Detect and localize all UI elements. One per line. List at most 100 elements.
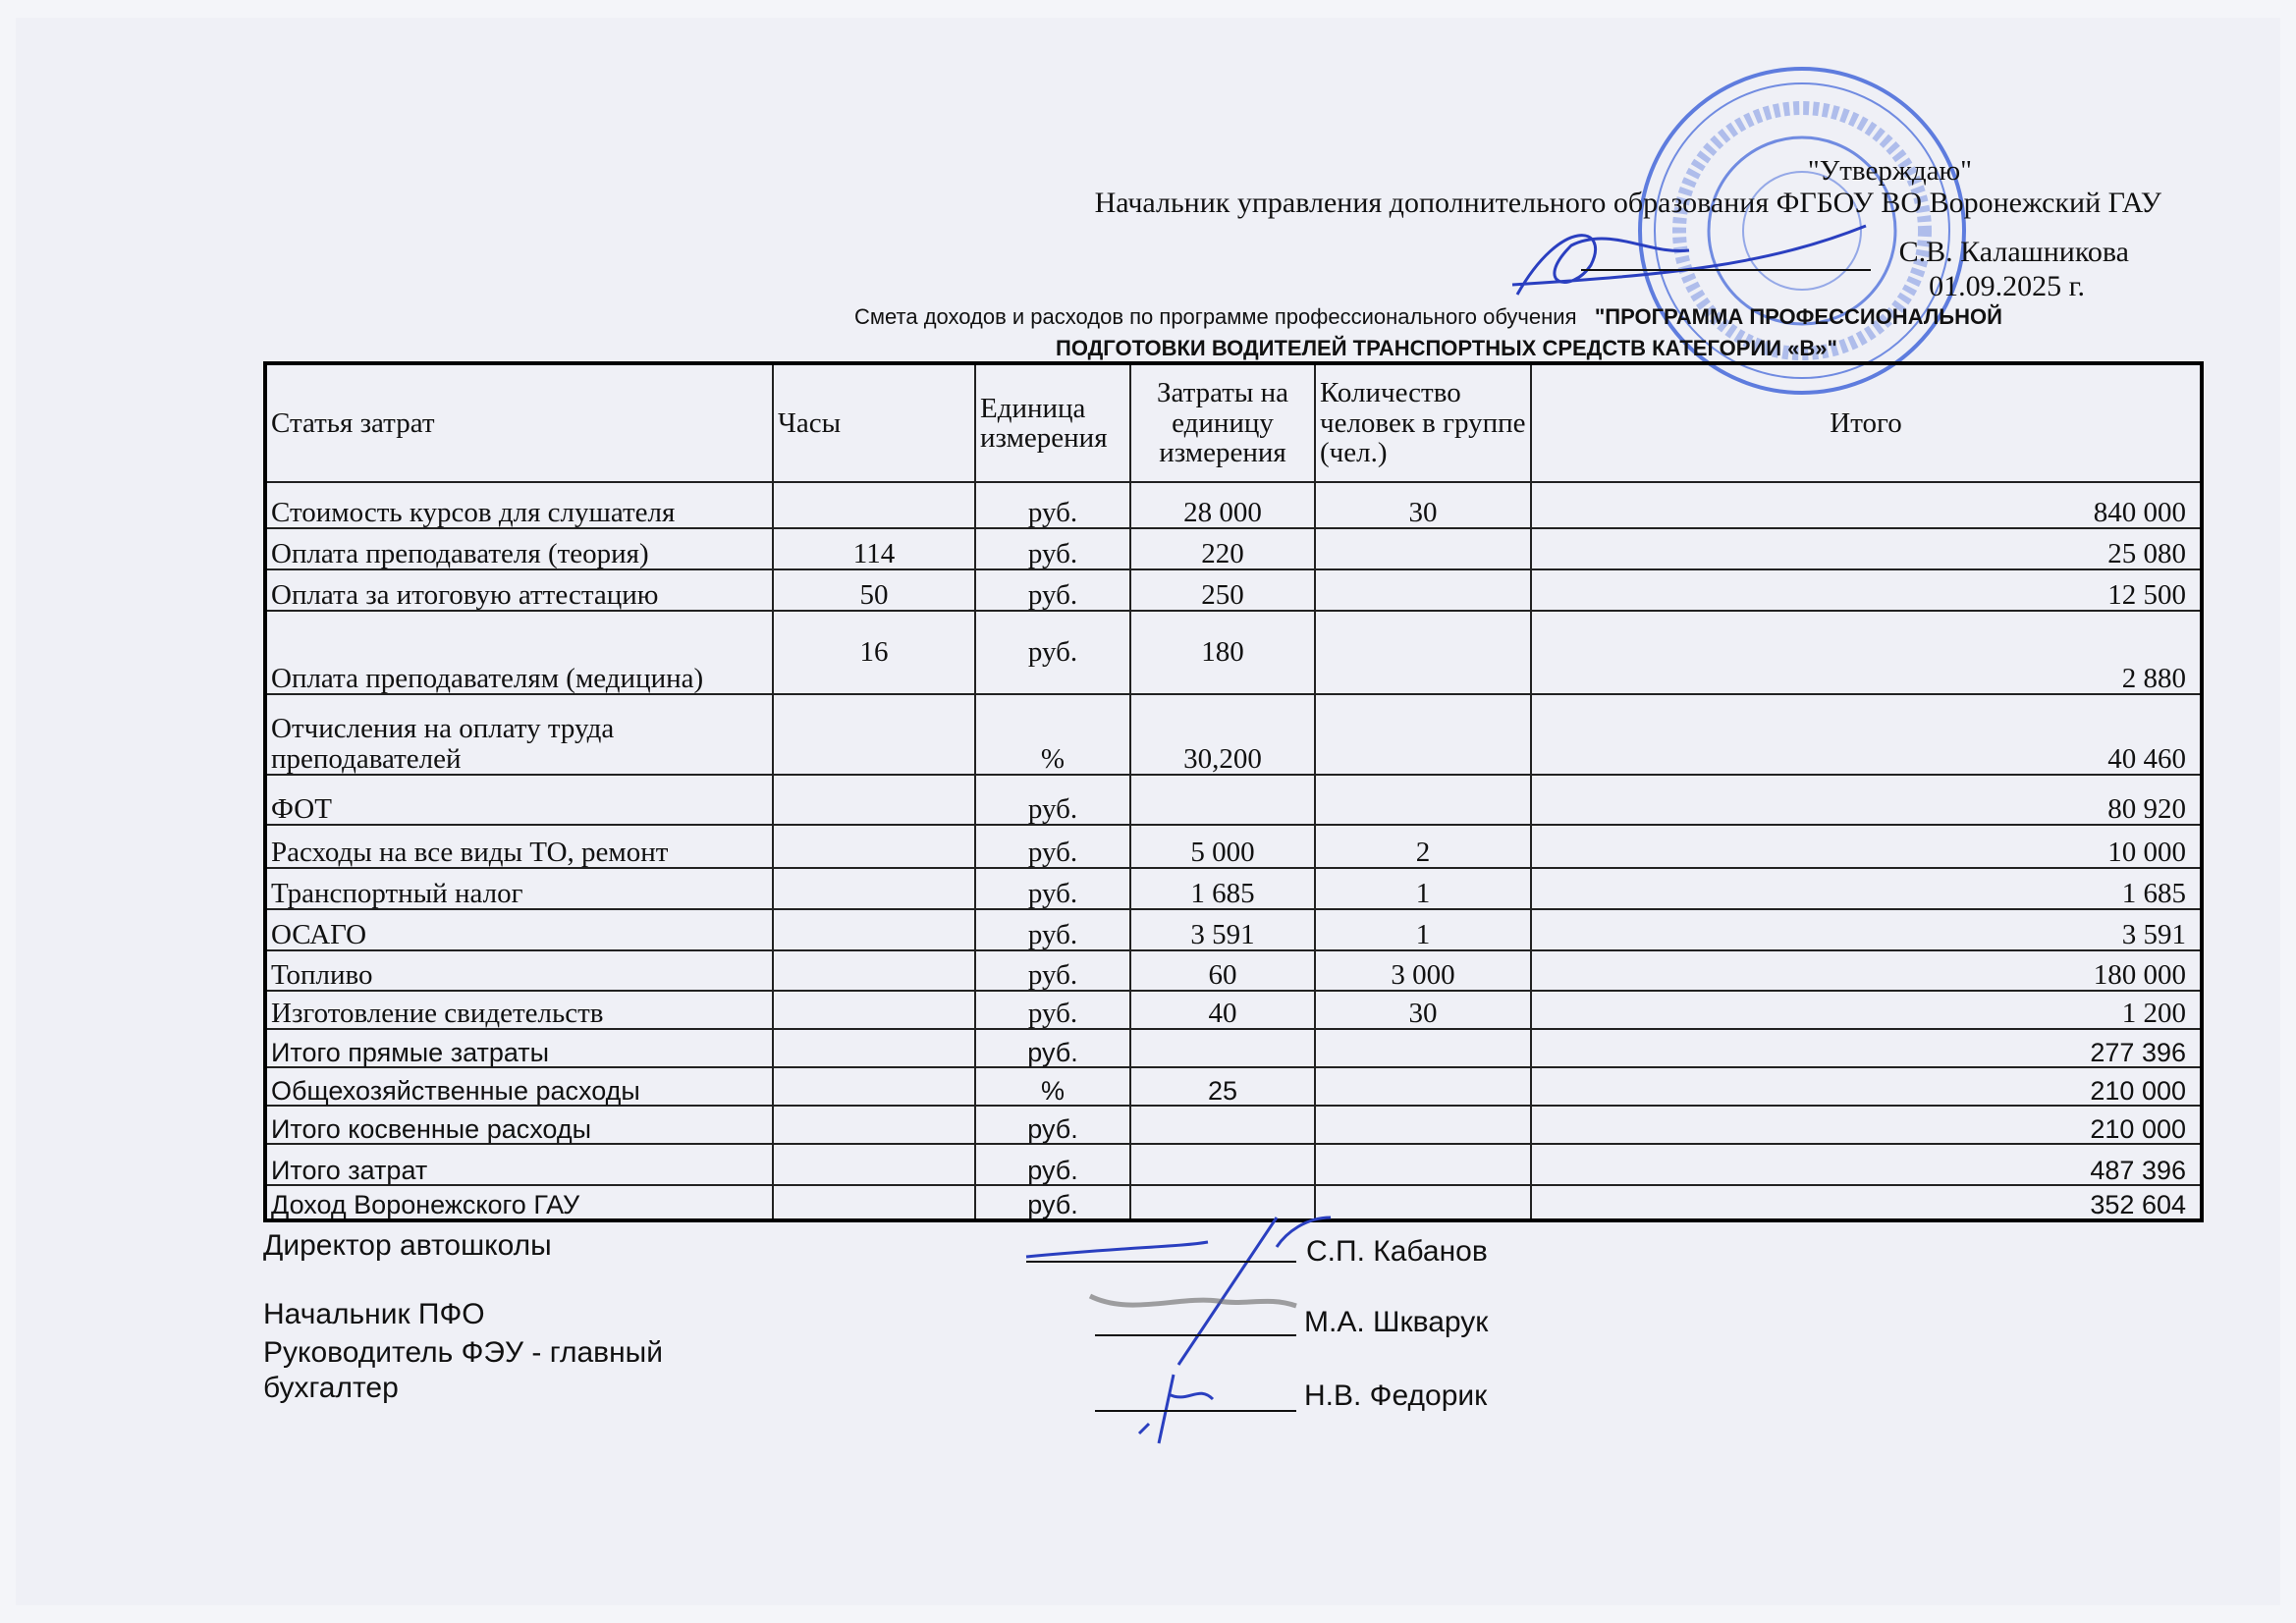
document-title-line1: Смета доходов и расходов по программе пр… — [854, 304, 2002, 330]
cell-total: 40 460 — [1530, 693, 2203, 776]
cell-hours — [772, 1184, 976, 1221]
cell-group-size: 3 000 — [1314, 949, 1532, 992]
cell-group-size: 30 — [1314, 990, 1532, 1030]
cell-group-size — [1314, 527, 1532, 570]
header-unit-cost: Затраты на единицу измерения — [1129, 362, 1316, 483]
cell-total: 210 000 — [1530, 1066, 2203, 1107]
header-unit: Единица измерения — [974, 362, 1131, 483]
cell-total: 80 920 — [1530, 774, 2203, 826]
table-row: Оплата преподавателя (теория) 114 руб. 220 2… — [264, 527, 2203, 570]
cell-unit-cost: 40 — [1129, 990, 1316, 1030]
table-row: Итого прямые затраты руб. 277 396 — [264, 1028, 2203, 1068]
document-title-line2: ПОДГОТОВКИ ВОДИТЕЛЕЙ ТРАНСПОРТНЫХ СРЕДСТ… — [1056, 336, 1837, 360]
cell-total: 12 500 — [1530, 568, 2203, 612]
table-row: Отчисления на оплату труда преподавателе… — [264, 693, 2203, 776]
cell-unit-cost: 5 000 — [1129, 824, 1316, 869]
cell-hours — [772, 990, 976, 1030]
cell-item: Топливо — [264, 949, 774, 992]
cell-total: 840 000 — [1530, 481, 2203, 529]
cell-item: Изготовление свидетельств — [264, 990, 774, 1030]
cell-hours — [772, 1143, 976, 1186]
header-group-size: Количество человек в группе (чел.) — [1314, 362, 1532, 483]
approver-role: Начальник управления дополнительного обр… — [1094, 187, 2161, 219]
table-row: Оплата за итоговую аттестацию 50 руб. 250 12… — [264, 568, 2203, 612]
cell-hours — [772, 824, 976, 869]
cell-total: 10 000 — [1530, 824, 2203, 869]
cell-group-size — [1314, 1184, 1532, 1221]
approval-label: "Утверждаю" — [1807, 155, 1972, 187]
cell-unit: руб. — [974, 1028, 1131, 1068]
cell-group-size — [1314, 610, 1532, 695]
cell-hours — [772, 1066, 976, 1107]
table-row: Доход Воронежского ГАУ руб. 352 604 — [264, 1184, 2203, 1221]
title-plain: Смета доходов и расходов по программе пр… — [854, 304, 1577, 329]
cell-item: Расходы на все виды ТО, ремонт — [264, 824, 774, 869]
cell-unit: руб. — [974, 824, 1131, 869]
signature-role-pfo: Начальник ПФО — [263, 1298, 485, 1330]
cell-unit-cost: 180 — [1129, 610, 1316, 695]
cell-group-size: 30 — [1314, 481, 1532, 529]
cell-unit-cost: 1 685 — [1129, 867, 1316, 910]
table-row: Транспортный налог руб. 1 685 1 1 685 — [264, 867, 2203, 910]
cell-group-size: 1 — [1314, 867, 1532, 910]
cell-group-size — [1314, 1028, 1532, 1068]
cell-unit: % — [974, 693, 1131, 776]
cell-hours: 16 — [772, 610, 976, 695]
cell-total: 1 200 — [1530, 990, 2203, 1030]
cell-item: ФОТ — [264, 774, 774, 826]
cell-unit-cost: 30,200 — [1129, 693, 1316, 776]
table-row: Изготовление свидетельств руб. 40 30 1 200 — [264, 990, 2203, 1030]
cell-total: 3 591 — [1530, 908, 2203, 951]
cell-group-size — [1314, 1105, 1532, 1145]
cell-unit: руб. — [974, 1184, 1131, 1221]
cell-unit: руб. — [974, 568, 1131, 612]
cell-total: 352 604 — [1530, 1184, 2203, 1221]
table-row: ОСАГО руб. 3 591 1 3 591 — [264, 908, 2203, 951]
cell-unit-cost — [1129, 1184, 1316, 1221]
cell-item: Оплата за итоговую аттестацию — [264, 568, 774, 612]
table-row: Оплата преподавателям (медицина) 16 руб. 18… — [264, 610, 2203, 695]
cell-unit: руб. — [974, 908, 1131, 951]
header-item: Статья затрат — [264, 362, 774, 483]
table-row: Топливо руб. 60 3 000 180 000 — [264, 949, 2203, 992]
cell-hours — [772, 774, 976, 826]
cell-total: 25 080 — [1530, 527, 2203, 570]
cell-hours — [772, 949, 976, 992]
signature-name-pfo: М.А. Шкварук — [1304, 1306, 1489, 1338]
cell-unit: руб. — [974, 1143, 1131, 1186]
title-bold: "ПРОГРАММА ПРОФЕССИОНАЛЬНОЙ — [1594, 304, 2002, 329]
cell-hours — [772, 867, 976, 910]
cell-unit-cost: 60 — [1129, 949, 1316, 992]
header-total: Итого — [1530, 362, 2203, 483]
cell-hours — [772, 1105, 976, 1145]
cell-unit: руб. — [974, 1105, 1131, 1145]
cell-unit: руб. — [974, 990, 1131, 1030]
cell-unit: руб. — [974, 867, 1131, 910]
cell-unit-cost — [1129, 1028, 1316, 1068]
cell-item: Итого прямые затраты — [264, 1028, 774, 1068]
cell-unit-cost: 25 — [1129, 1066, 1316, 1107]
cell-item: Транспортный налог — [264, 867, 774, 910]
table-row: Итого косвенные расходы руб. 210 000 — [264, 1105, 2203, 1145]
signature-name-accountant: Н.В. Федорик — [1304, 1380, 1488, 1412]
cell-item: ОСАГО — [264, 908, 774, 951]
signature-role-accountant: Руководитель ФЭУ - главный бухгалтер — [263, 1336, 663, 1404]
cell-unit-cost — [1129, 1105, 1316, 1145]
cell-unit-cost: 220 — [1129, 527, 1316, 570]
cell-total: 210 000 — [1530, 1105, 2203, 1145]
cell-unit: руб. — [974, 774, 1131, 826]
cell-item: Оплата преподавателям (медицина) — [264, 610, 774, 695]
cell-group-size: 2 — [1314, 824, 1532, 869]
cell-item: Общехозяйственные расходы — [264, 1066, 774, 1107]
cell-unit-cost — [1129, 774, 1316, 826]
cell-unit-cost: 28 000 — [1129, 481, 1316, 529]
cell-item: Стоимость курсов для слушателя — [264, 481, 774, 529]
table-row: Общехозяйственные расходы% 25 210 000 — [264, 1066, 2203, 1107]
cell-total: 1 685 — [1530, 867, 2203, 910]
cell-total: 487 396 — [1530, 1143, 2203, 1186]
cell-group-size — [1314, 693, 1532, 776]
approver-name: С.В. Калашникова — [1898, 236, 2129, 268]
cell-unit-cost: 3 591 — [1129, 908, 1316, 951]
cell-unit: % — [974, 1066, 1131, 1107]
cell-group-size — [1314, 774, 1532, 826]
